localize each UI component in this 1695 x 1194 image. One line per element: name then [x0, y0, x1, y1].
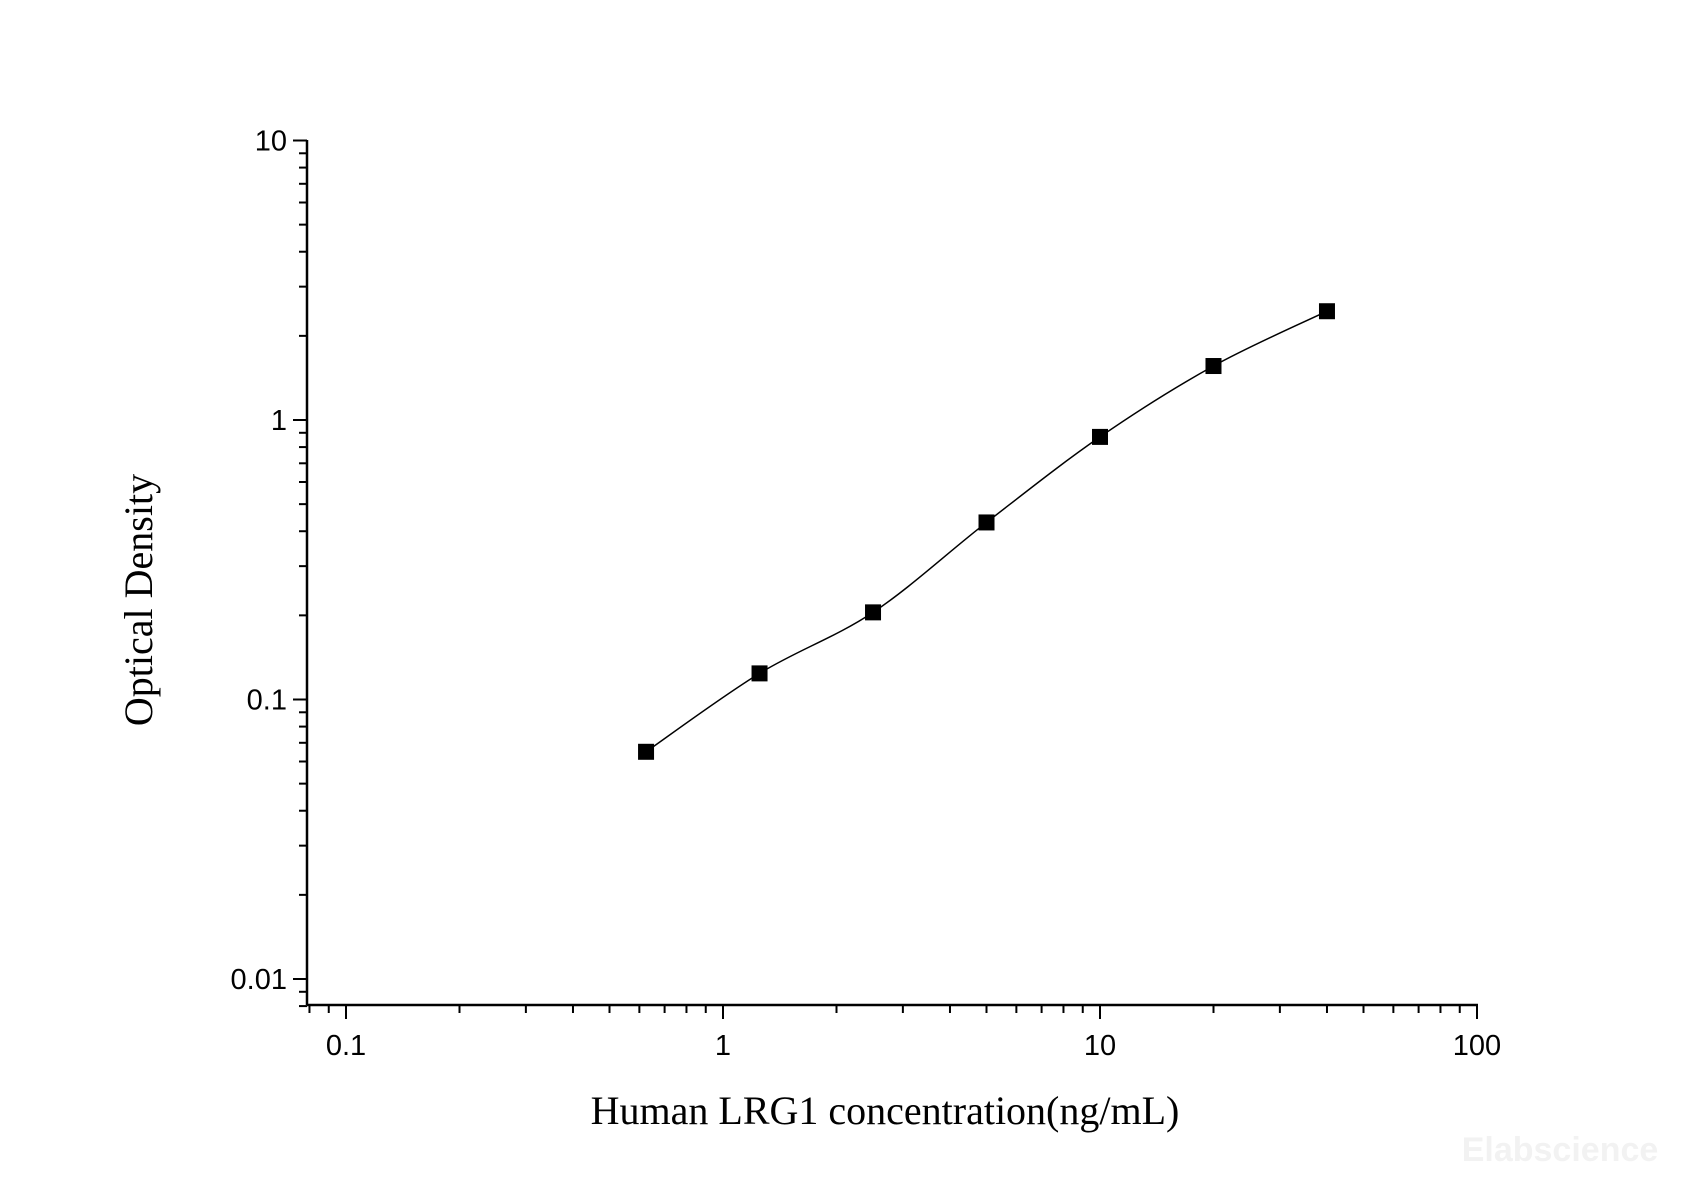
- y-tick-label: 0.01: [231, 964, 287, 996]
- x-tick-label: 1: [715, 1030, 731, 1062]
- fit-curve-layer: [645, 310, 1328, 753]
- watermark-logo: Elabscience: [1462, 1131, 1659, 1169]
- data-point: [865, 604, 882, 621]
- data-point: [1205, 358, 1222, 375]
- y-axis-title: Optical Density: [116, 474, 161, 726]
- data-point: [1092, 428, 1108, 445]
- fit-curve: [645, 310, 1328, 753]
- axes-layer: [305, 140, 1478, 1007]
- x-axis-title: Human LRG1 concentration(ng/mL): [591, 1088, 1180, 1133]
- y-tick-label: 0.1: [247, 685, 287, 717]
- data-point: [1318, 303, 1335, 320]
- x-tick-label: 0.1: [326, 1030, 366, 1062]
- ticks-layer: 0.1 1 10 100 10 1 0.1 0.01: [231, 126, 1502, 1063]
- x-tick-label: 100: [1453, 1030, 1501, 1062]
- data-point: [751, 665, 768, 682]
- data-point: [638, 743, 655, 760]
- y-tick-label: 10: [255, 126, 287, 158]
- data-points-layer: [638, 303, 1335, 760]
- x-tick-label: 10: [1084, 1030, 1116, 1062]
- data-point: [978, 514, 995, 531]
- y-tick-label: 1: [271, 405, 287, 437]
